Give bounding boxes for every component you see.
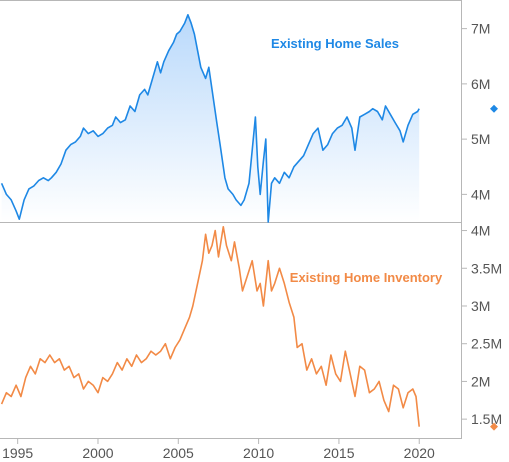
- inventory-last-value-marker: [490, 422, 498, 431]
- y-tick-label: 1.5M: [471, 411, 502, 427]
- y-tick-label: 2.5M: [471, 336, 502, 352]
- x-tick-label: 2000: [82, 445, 113, 461]
- sales-y-axis: 4M 5M 6M 7M: [461, 21, 490, 202]
- y-tick-label: 4M: [471, 223, 490, 239]
- y-tick-label: 6M: [471, 76, 490, 92]
- x-tick-label: 1995: [2, 445, 33, 461]
- inventory-series-title: Existing Home Inventory: [290, 270, 443, 285]
- inventory-series-line: [0, 226, 420, 427]
- x-tick-label: 2005: [163, 445, 194, 461]
- y-tick-label: 2M: [471, 373, 490, 389]
- last-value-diamond: [490, 104, 498, 113]
- y-tick-label: 3M: [471, 298, 490, 314]
- sales-series-title: Existing Home Sales: [271, 36, 399, 51]
- sales-series-line: [0, 14, 420, 223]
- y-tick-label: 5M: [471, 131, 490, 147]
- x-tick-label: 2020: [404, 445, 435, 461]
- x-tick-label: 2010: [243, 445, 274, 461]
- sales-area-fill: [1, 14, 420, 222]
- inventory-y-axis: 1.5M 2M 2.5M 3M 3.5M 4M: [461, 223, 502, 427]
- y-tick-label: 7M: [471, 21, 490, 37]
- x-axis: 1995 2000 2005 2010 2015 2020: [2, 438, 435, 461]
- x-tick-label: 2015: [323, 445, 354, 461]
- sales-last-value-marker: [490, 104, 498, 113]
- y-tick-label: 3.5M: [471, 260, 502, 276]
- y-tick-label: 4M: [471, 186, 490, 202]
- last-value-diamond: [490, 422, 498, 431]
